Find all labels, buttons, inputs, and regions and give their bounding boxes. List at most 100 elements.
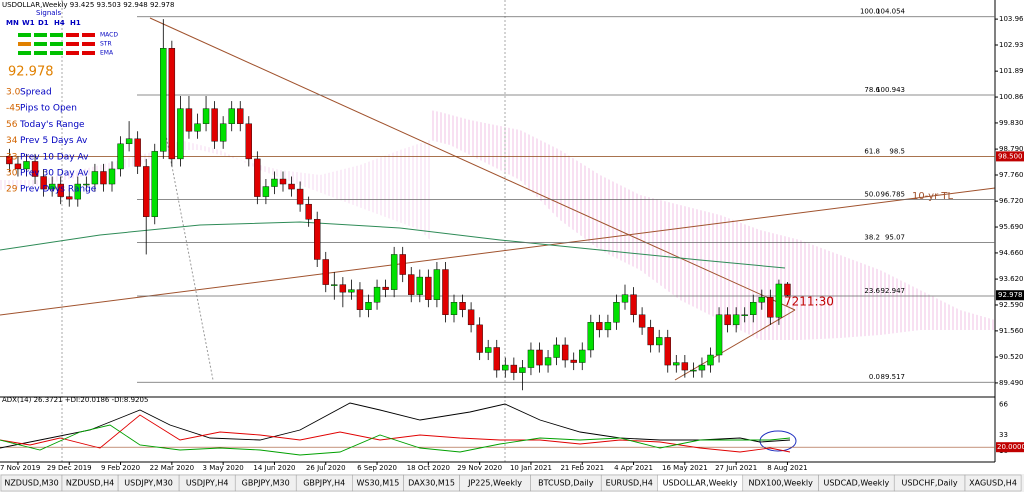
tab-label[interactable]: GBPJPY,M30 [242, 479, 290, 488]
annotation: 10-yr TL [912, 191, 953, 202]
signal-bar [82, 51, 95, 55]
candle-body [519, 367, 526, 373]
stat-label: Pips to Open [20, 104, 77, 114]
x-tick-label: 29 Dec 2019 [47, 464, 92, 472]
tab[interactable] [964, 474, 1022, 492]
candle-body [100, 171, 107, 185]
candle-body [442, 269, 449, 315]
stat-value: 30 [6, 169, 18, 179]
candle-body [527, 349, 535, 368]
candle-body [502, 364, 509, 371]
y-tick-label: 99.830 [999, 119, 1024, 127]
signal-bar [82, 33, 95, 37]
y-tick-label: 90.520 [999, 353, 1024, 361]
candle-body [399, 254, 406, 275]
tab-label[interactable]: USDOLLAR,Weekly [663, 479, 738, 488]
trend-line [0, 187, 996, 316]
candle-body [74, 183, 82, 200]
tab-label[interactable]: NZDUSD,M30 [4, 479, 58, 488]
signal-bar [50, 33, 63, 37]
x-tick-label: 22 Mar 2020 [150, 464, 194, 472]
candle-body [66, 196, 73, 200]
x-tick-label: 4 Apr 2021 [614, 464, 653, 472]
candle-body [784, 283, 791, 296]
tab-label[interactable]: WS30,M15 [357, 479, 400, 488]
tab-label[interactable]: NDX100,Weekly [748, 479, 813, 488]
timeframe-label: H1 [70, 19, 81, 27]
tab-label[interactable]: GBPJPY,H4 [303, 479, 345, 488]
tab-label[interactable]: DAX30,M15 [408, 479, 455, 488]
candle-body [134, 138, 141, 167]
candle-body [493, 347, 500, 371]
candle-body [211, 108, 218, 142]
y-tick-label: 96.720 [999, 197, 1024, 205]
signal-bar [18, 42, 31, 46]
candle-body [83, 183, 90, 186]
x-tick-label: 21 Feb 2021 [560, 464, 604, 472]
candle-body [690, 369, 697, 372]
candle-body [314, 219, 321, 260]
candle-body [228, 108, 235, 124]
signal-bar [50, 42, 63, 46]
candle-body [390, 254, 398, 290]
tab-label[interactable]: USDJPY,M30 [124, 479, 173, 488]
fib-level: 38.2 [864, 234, 880, 242]
candle-body [117, 143, 124, 170]
candle-body [647, 327, 654, 346]
candle-body [613, 302, 620, 323]
timeframe-label: H4 [54, 19, 65, 27]
candle-body [553, 344, 560, 358]
signal-bar [34, 51, 47, 55]
y-tick-label: 94.660 [999, 249, 1024, 257]
tab-label[interactable]: NZDUSD,H4 [66, 479, 114, 488]
candle-body [48, 183, 56, 190]
adx-level-label: 20.0000 [997, 443, 1024, 451]
tab-label[interactable]: JP225,Weekly [467, 479, 522, 488]
y-tick-label: 97.760 [999, 171, 1024, 179]
candle-body [536, 349, 543, 366]
candle-body [587, 322, 594, 351]
x-tick-label: 26 Jul 2020 [306, 464, 346, 472]
x-tick-label: 17 Nov 2019 [0, 464, 40, 472]
signal-bar [34, 42, 47, 46]
x-tick-label: 18 Oct 2020 [407, 464, 450, 472]
candle-body [202, 108, 210, 124]
candle-body [621, 294, 629, 303]
chart-header: USDOLLAR,Weekly 93.425 93.503 92.948 92.… [2, 1, 174, 9]
candle-body [664, 337, 671, 366]
candle-body [262, 186, 270, 197]
tab-label[interactable]: USDJPY,H4 [186, 479, 229, 488]
candle-body [31, 161, 39, 177]
tab-label[interactable]: EURUSD,H4 [606, 479, 653, 488]
y-tick-label: 95.690 [999, 223, 1024, 231]
candle-body [177, 108, 184, 160]
tab-label[interactable]: USDCAD,Weekly [823, 479, 889, 488]
adx-tick-label: 66 [999, 401, 1008, 409]
candle-body [485, 347, 492, 353]
candle-body [219, 123, 227, 142]
candle-body [237, 108, 244, 124]
fib-level: 78.6 [864, 86, 880, 94]
candle-body [570, 359, 577, 363]
candle-body [245, 123, 253, 160]
tab-label[interactable]: USDCHF,Daily [902, 479, 958, 488]
adx-title: ADX(14) 26.3721 +DI:20.0186 -DI:8.9205 [2, 396, 148, 404]
price-tag-label: 98.500 [998, 152, 1023, 160]
candle-body [271, 178, 278, 187]
candle-body [767, 296, 774, 318]
trend-line [149, 17, 796, 311]
adx-line [0, 402, 791, 449]
candle-body [373, 286, 381, 303]
timeframe-label: MN [6, 19, 19, 27]
tab-label[interactable]: BTCUSD,Daily [538, 479, 594, 488]
signal-name: EMA [100, 50, 114, 57]
x-tick-label: 16 May 2021 [662, 464, 708, 472]
candle-body [125, 138, 133, 145]
tab-label[interactable]: XAGUSD,H4 [969, 479, 1017, 488]
candle-body [544, 357, 552, 366]
candle-body [108, 168, 116, 185]
candle-body [288, 183, 295, 190]
x-tick-label: 14 Jun 2020 [253, 464, 295, 472]
x-tick-label: 6 Sep 2020 [357, 464, 397, 472]
